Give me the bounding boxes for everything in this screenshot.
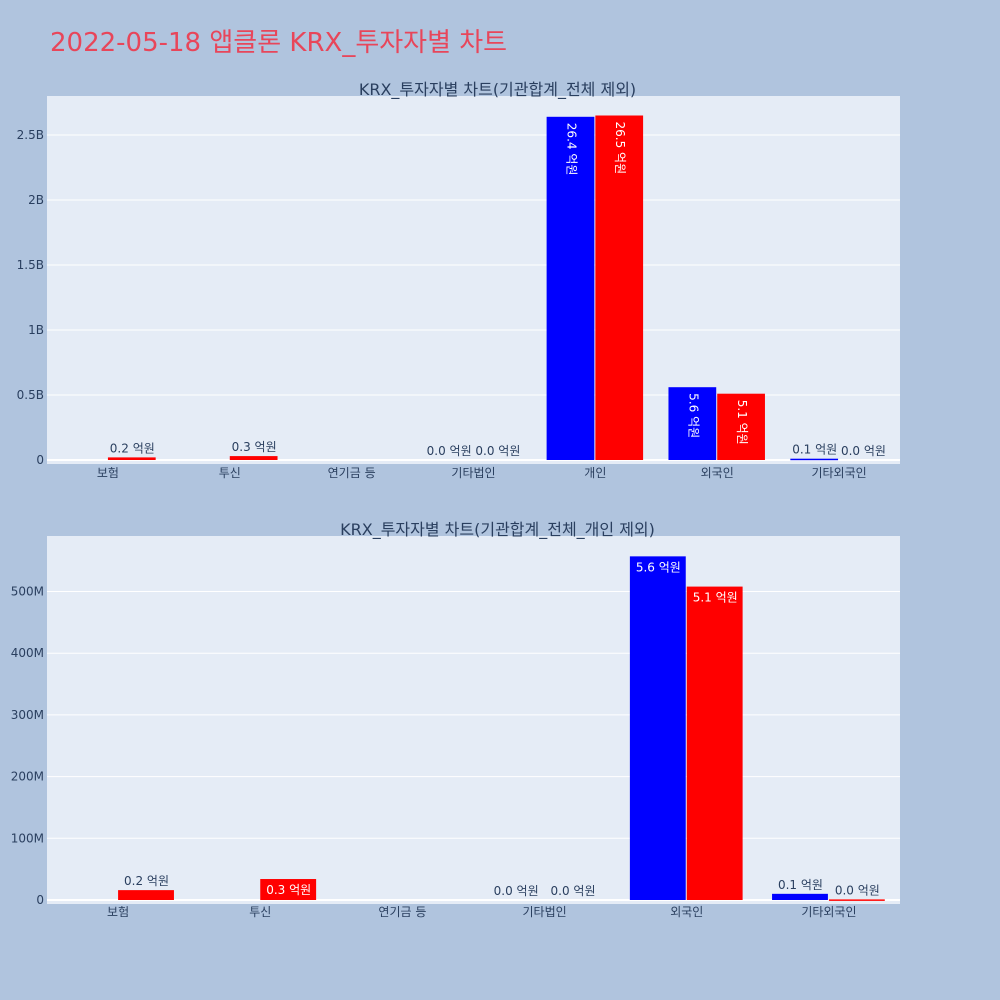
data-label: 26.5 억원 — [613, 122, 627, 175]
data-label: 5.6 억원 — [636, 560, 681, 574]
y-tick-label: 1B — [28, 323, 44, 337]
y-tick-label: 0 — [36, 893, 44, 907]
y-tick-label: 400M — [11, 646, 44, 660]
x-tick-label: 연기금 등 — [378, 905, 426, 919]
data-label: 0.2 억원 — [124, 874, 169, 888]
bar-series-2 — [717, 393, 765, 460]
y-tick-label: 0.5B — [17, 388, 44, 402]
page-title: 2022-05-18 앱클론 KRX_투자자별 차트 — [50, 28, 508, 58]
x-tick-label: 보험 — [107, 905, 129, 919]
y-tick-label: 0 — [36, 453, 44, 467]
y-tick-label: 1.5B — [17, 258, 44, 272]
y-tick-label: 300M — [11, 708, 44, 722]
y-tick-label: 2B — [28, 193, 44, 207]
x-tick-label: 보험 — [97, 466, 119, 480]
data-label: 26.4 억원 — [564, 123, 578, 176]
bar-series-1 — [629, 556, 686, 900]
data-label: 0.0 억원 — [551, 884, 596, 898]
data-label: 0.1 억원 — [778, 878, 823, 892]
y-tick-label: 500M — [11, 585, 44, 599]
bar-series-1 — [790, 458, 839, 461]
plot-area-2 — [47, 536, 900, 904]
data-label: 5.1 억원 — [735, 400, 749, 445]
data-label: 5.1 억원 — [693, 591, 738, 605]
data-label: 0.3 억원 — [266, 883, 311, 897]
x-tick-label: 개인 — [584, 466, 606, 480]
data-label: 5.6 억원 — [686, 393, 700, 438]
bar-series-2 — [595, 115, 644, 460]
y-tick-label: 200M — [11, 770, 44, 784]
bar-series-1 — [772, 893, 828, 900]
data-label: 0.0 억원 — [475, 444, 520, 458]
y-tick-label: 2.5B — [17, 128, 44, 142]
chart-title-1: KRX_투자자별 차트(기관합계_전체 제외) — [359, 80, 636, 100]
bar-series-2 — [260, 879, 317, 900]
x-tick-label: 기타외국인 — [801, 905, 856, 919]
bar-series-1 — [668, 387, 717, 460]
y-tick-label: 100M — [11, 831, 44, 845]
bar-series-2 — [229, 456, 278, 460]
x-tick-label: 외국인 — [670, 905, 703, 919]
bar-series-2 — [107, 457, 156, 460]
bar-series-2 — [686, 586, 743, 900]
data-label: 0.3 억원 — [232, 440, 277, 454]
x-tick-label: 기타법인 — [451, 466, 495, 480]
plot-area-1 — [47, 96, 900, 464]
x-tick-label: 투신 — [219, 466, 241, 480]
bar-series-1 — [546, 116, 595, 461]
bar-series-2 — [118, 890, 174, 900]
data-label: 0.0 억원 — [835, 883, 880, 897]
data-label: 0.0 억원 — [427, 444, 472, 458]
x-tick-label: 연기금 등 — [328, 466, 376, 480]
data-label: 0.2 억원 — [110, 441, 155, 455]
x-tick-label: 기타법인 — [522, 905, 566, 919]
bar-series-2 — [828, 899, 885, 901]
x-tick-label: 외국인 — [701, 466, 734, 480]
data-label: 0.1 억원 — [792, 443, 837, 457]
chart-title-2: KRX_투자자별 차트(기관합계_전체_개인 제외) — [340, 520, 655, 540]
data-label: 0.0 억원 — [494, 884, 539, 898]
data-label: 0.0 억원 — [841, 444, 886, 458]
x-tick-label: 기타외국인 — [811, 466, 866, 480]
x-tick-label: 투신 — [249, 905, 271, 919]
